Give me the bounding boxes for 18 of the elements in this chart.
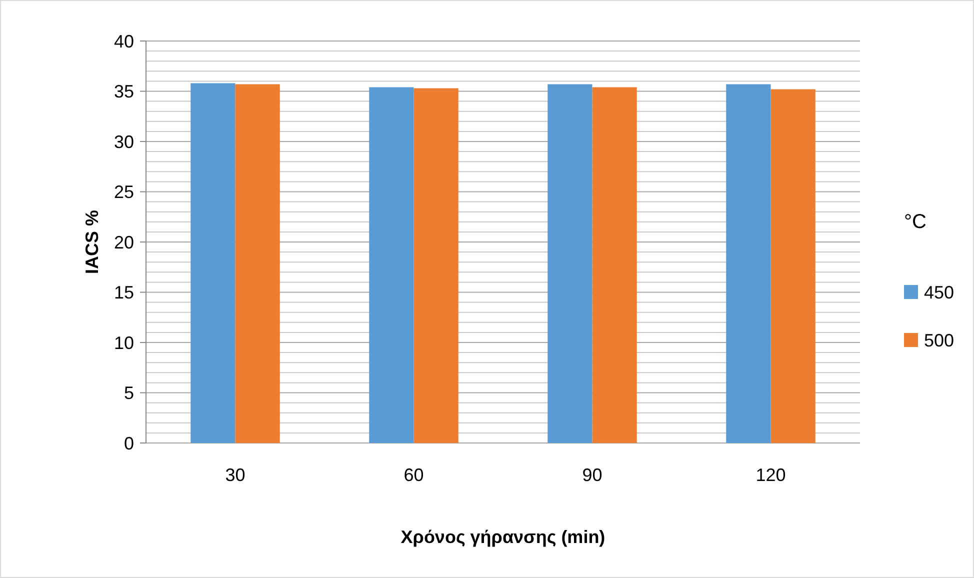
- x-tick-label: 30: [225, 465, 246, 485]
- y-tick-label: 10: [114, 332, 134, 353]
- y-axis-title: IACS %: [82, 210, 102, 274]
- legend-title: °C: [904, 211, 926, 233]
- y-tick-label: 5: [124, 383, 134, 404]
- legend-label: 450: [924, 282, 954, 302]
- x-tick-label: 90: [582, 465, 602, 485]
- y-tick-label: 0: [124, 433, 134, 454]
- x-axis-title: Χρόνος γήρανσης (min): [400, 527, 606, 547]
- x-tick-label: 60: [404, 465, 424, 485]
- legend-label: 500: [924, 330, 954, 350]
- y-tick-label: 20: [114, 232, 134, 252]
- y-tick-label: 35: [114, 82, 134, 102]
- y-tick-label: 15: [114, 282, 134, 303]
- y-tick-label: 40: [114, 31, 134, 52]
- y-tick-label: 30: [114, 132, 134, 152]
- y-tick-label: 25: [114, 182, 134, 202]
- x-tick-label: 120: [756, 465, 786, 485]
